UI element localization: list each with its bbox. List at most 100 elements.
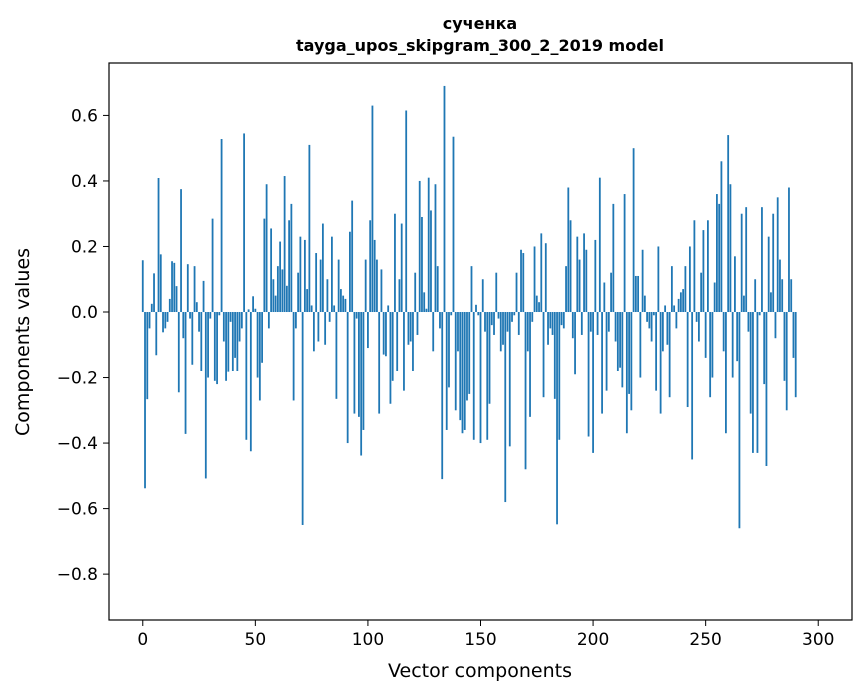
bar bbox=[745, 207, 748, 313]
bar bbox=[225, 312, 227, 381]
bar bbox=[614, 312, 617, 342]
bar bbox=[621, 312, 624, 388]
bar bbox=[713, 282, 716, 313]
bar bbox=[740, 213, 743, 313]
bar bbox=[358, 312, 360, 417]
bar bbox=[542, 312, 545, 398]
bar bbox=[407, 312, 410, 345]
x-tick-label: 200 bbox=[577, 630, 609, 650]
bar bbox=[603, 282, 606, 313]
bar bbox=[342, 295, 345, 313]
x-axis-label: Vector components bbox=[388, 660, 572, 682]
bar bbox=[234, 312, 236, 358]
bar bbox=[652, 312, 655, 316]
bar bbox=[198, 312, 200, 332]
bar bbox=[481, 279, 484, 313]
bar bbox=[270, 228, 273, 313]
bar bbox=[556, 312, 558, 525]
bar bbox=[668, 312, 671, 398]
bar bbox=[364, 259, 367, 313]
bar bbox=[209, 312, 212, 319]
bar bbox=[792, 312, 795, 358]
x-tick-label: 250 bbox=[689, 630, 721, 650]
chart-subtitle: tayga_upos_skipgram_300_2_2019 model bbox=[296, 36, 664, 55]
bar bbox=[355, 312, 358, 319]
bar bbox=[639, 312, 642, 378]
bar bbox=[240, 312, 243, 329]
bar bbox=[585, 249, 588, 313]
bar bbox=[294, 312, 297, 329]
bar bbox=[659, 312, 662, 414]
bar bbox=[486, 312, 489, 440]
bar bbox=[731, 312, 734, 378]
bar bbox=[695, 312, 698, 322]
bar bbox=[576, 236, 579, 313]
bar bbox=[684, 266, 687, 313]
bar bbox=[477, 312, 480, 316]
bar bbox=[400, 223, 403, 313]
bar bbox=[227, 312, 230, 372]
bar bbox=[405, 110, 408, 313]
bar bbox=[628, 312, 630, 394]
bar bbox=[648, 312, 651, 329]
bar bbox=[229, 312, 232, 322]
bar bbox=[186, 264, 189, 313]
bar bbox=[463, 312, 466, 430]
bar bbox=[558, 312, 561, 440]
bar bbox=[398, 279, 401, 313]
y-tick-label: 0.6 bbox=[71, 106, 98, 126]
bar bbox=[177, 312, 180, 393]
bar bbox=[382, 312, 385, 355]
bar bbox=[526, 312, 529, 352]
bar bbox=[301, 312, 304, 525]
bar bbox=[434, 184, 437, 313]
bar bbox=[222, 312, 225, 342]
bar bbox=[340, 289, 342, 313]
bar bbox=[373, 239, 376, 313]
bar bbox=[493, 312, 495, 335]
bar bbox=[324, 312, 327, 345]
bar bbox=[195, 302, 198, 313]
bar bbox=[432, 312, 435, 352]
bar bbox=[517, 312, 520, 335]
bar bbox=[736, 312, 739, 362]
bar bbox=[409, 312, 412, 342]
bar bbox=[646, 312, 649, 322]
bar bbox=[303, 239, 306, 313]
bar bbox=[425, 308, 428, 313]
bar bbox=[495, 272, 498, 313]
bar bbox=[673, 305, 676, 313]
bar bbox=[353, 312, 356, 414]
bar bbox=[475, 304, 477, 313]
bar bbox=[159, 254, 162, 313]
bar bbox=[688, 246, 691, 313]
bar bbox=[691, 312, 694, 460]
bar bbox=[288, 220, 291, 313]
bar bbox=[436, 266, 439, 313]
bar bbox=[738, 312, 741, 529]
bar bbox=[416, 312, 419, 335]
bar bbox=[657, 246, 660, 313]
bar bbox=[589, 312, 592, 332]
bar bbox=[367, 312, 369, 349]
bar bbox=[781, 279, 784, 313]
bar bbox=[141, 260, 144, 313]
bar bbox=[326, 279, 329, 313]
bar bbox=[698, 312, 700, 342]
bar bbox=[162, 312, 164, 333]
bar bbox=[571, 312, 574, 339]
bar bbox=[601, 312, 603, 414]
y-tick-label: −0.6 bbox=[57, 500, 98, 520]
bar bbox=[569, 220, 572, 313]
bar bbox=[166, 312, 169, 322]
bar bbox=[452, 136, 455, 313]
bar bbox=[285, 285, 288, 313]
bar bbox=[216, 312, 218, 385]
bar bbox=[238, 312, 241, 342]
bar bbox=[220, 139, 223, 313]
bar bbox=[168, 298, 171, 313]
bar bbox=[729, 184, 732, 313]
bar bbox=[297, 272, 300, 313]
bar bbox=[666, 312, 669, 345]
